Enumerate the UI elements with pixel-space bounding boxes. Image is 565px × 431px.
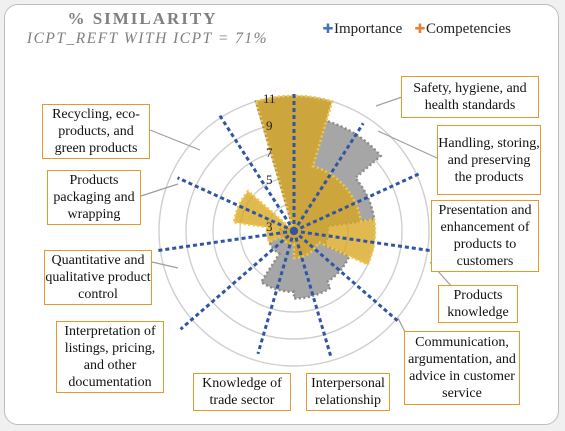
category-label: Handling, storing, and preserving the pr… [437,125,541,195]
category-label: Interpretation of listings, pricing, and… [56,321,164,393]
category-spoke [292,122,365,232]
label-connector [377,130,438,159]
label-connector [149,129,201,151]
radial-tick-label: 3 [266,219,273,234]
radial-tick-label: 11 [263,91,276,106]
importance-legend-icon: ✚ [322,21,334,36]
category-label: Presentation and enhancement of products… [431,200,539,272]
radial-tick-label: 7 [266,145,273,160]
category-spoke [292,230,333,357]
label-connector [151,261,179,269]
category-label: Recycling, eco-products, and green produ… [42,104,150,159]
category-label: Communication, argumentation, and advice… [404,331,520,405]
category-spoke [176,176,295,233]
legend-label-competencies: Competencies [426,21,511,37]
category-spoke [155,229,295,253]
radial-tick-label: 5 [266,172,273,187]
category-spoke [256,230,296,355]
category-label: Products knowledge [438,285,518,323]
label-connector [375,96,403,107]
competencies-series-area [232,94,377,267]
category-spoke [293,171,422,233]
radial-tick-label: 9 [266,118,273,133]
competencies-legend-icon: ✚ [414,21,426,36]
label-connector [140,183,179,197]
category-label: Safety, hygiene, and health standards [401,76,539,118]
chart-title: % SIMILARITY [67,9,218,28]
legend-label-importance: Importance [334,21,403,37]
category-spoke [218,114,296,232]
category-spoke [293,229,438,254]
category-spoke [293,229,400,323]
category-label: Quantitative and qualitative product con… [44,250,152,305]
legend-item-importance: ✚Importance [322,21,403,38]
category-label: Knowledge of trade sector [193,373,291,411]
category-label: Interpersonal relationship [306,373,390,411]
chart-subtitle: ICPT_REFT WITH ICPT = 71% [26,30,269,47]
legend-item-competencies: ✚Competencies [414,21,511,38]
category-label: Products packaging and wrapping [47,170,141,225]
